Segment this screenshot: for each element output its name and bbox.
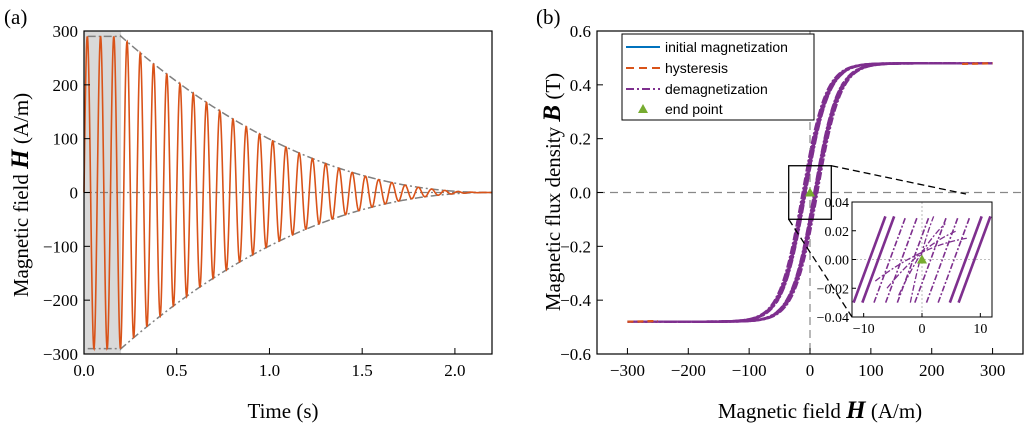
inset-y-tick-label: 0.02 — [825, 225, 850, 240]
inset-demag-branch — [884, 216, 919, 303]
y-tick-label: 0.4 — [570, 76, 592, 95]
panel-a-label: (a) — [4, 5, 27, 29]
envelope-lower — [87, 191, 492, 352]
zoom-connector-lower — [788, 218, 853, 318]
x-tick-label: −200 — [671, 361, 706, 380]
x-tick-label: 0 — [806, 361, 815, 380]
y-tick-label: −0.2 — [560, 237, 591, 256]
inset-y-ticks: −0.04 −0.02 0.00 0.02 0.04 — [817, 196, 856, 326]
y-tick-label: −0.4 — [560, 291, 591, 310]
y-tick-label: 300 — [53, 22, 79, 41]
x-tick-label: 100 — [858, 361, 884, 380]
hysteresis-tail-left — [627, 319, 658, 323]
panel-a-x-ticks: 0.0 0.5 1.0 1.5 2.0 — [73, 348, 466, 380]
x-tick-label: −300 — [610, 361, 645, 380]
inset-y-tick-label: 0.00 — [825, 254, 850, 269]
panel-b: (b) −300 −200 −100 0 100 200 300 −0.6−0.4−0.20… — [536, 5, 1024, 424]
demagnetization-loop-asc — [775, 81, 845, 314]
x-tick-label: 2.0 — [444, 361, 465, 380]
inset-demag-branch — [957, 215, 992, 304]
inset-y-tick-label: 0.04 — [825, 196, 850, 211]
legend-label-end-point: end point — [665, 101, 723, 117]
panel-a: (a) 0.0 0.5 1.0 1.5 2.0 −300 −200 −100 0 100 200 3… — [4, 5, 493, 423]
y-tick-label: 100 — [53, 130, 79, 149]
inset-demag-branch — [925, 216, 960, 303]
legend-label-demagnetization: demagnetization — [665, 81, 768, 97]
y-tick-label: 0.0 — [570, 184, 591, 203]
panel-b-y-axis-label: Magnetic flux density B (T) — [539, 73, 566, 311]
inset-demag-branch — [861, 215, 896, 304]
y-tick-label: −200 — [43, 291, 78, 310]
legend-label-initial-magnetization: initial magnetization — [665, 39, 788, 55]
x-tick-label: 200 — [919, 361, 945, 380]
panel-a-y-axis-label: Magnetic field H (A/m) — [7, 93, 34, 297]
x-tick-label: −100 — [732, 361, 767, 380]
inset-demag-branch — [937, 216, 971, 303]
legend-label-hysteresis: hysteresis — [665, 60, 728, 76]
x-tick-label: 300 — [980, 361, 1006, 380]
inset-x-tick-label: 10 — [973, 322, 987, 337]
inset-demag-branch — [873, 216, 907, 303]
y-tick-label: −0.6 — [560, 345, 591, 364]
panel-b-y-ticks: −0.6 −0.4 −0.2 0.0 0.2 0.4 0.6 — [560, 22, 603, 364]
panel-b-zoom-indicator — [788, 165, 967, 318]
x-tick-label: 0.5 — [166, 361, 187, 380]
zoom-box — [788, 165, 832, 220]
inset-end-point-marker — [917, 254, 927, 264]
inset-demag-branch — [852, 215, 887, 304]
panel-a-x-axis-label: Time (s) — [248, 399, 319, 423]
y-tick-label: 0 — [70, 184, 79, 203]
panel-b-hysteresis-loop — [627, 62, 993, 323]
y-tick-label: 200 — [53, 76, 79, 95]
inset-demag-arc — [874, 237, 969, 282]
panel-b-x-axis-label: Magnetic field H (A/m) — [718, 397, 922, 424]
inset-x-tick-label: −10 — [853, 322, 875, 337]
legend-box — [621, 33, 815, 121]
x-tick-label: 1.5 — [352, 361, 373, 380]
panel-b-label: (b) — [536, 5, 561, 29]
y-tick-label: −100 — [43, 237, 78, 256]
inset-curve-group — [852, 215, 992, 304]
inset-x-tick-label: 0 — [919, 322, 926, 337]
inset-y-tick-label: −0.02 — [817, 282, 849, 297]
panel-a-y-ticks: −300 −200 −100 0 100 200 300 — [43, 22, 90, 364]
y-tick-label: 0.6 — [570, 22, 591, 41]
y-tick-label: −300 — [43, 345, 78, 364]
x-tick-label: 0.0 — [73, 361, 94, 380]
panel-b-x-ticks: −300 −200 −100 0 100 200 300 — [610, 348, 1005, 380]
x-tick-label: 1.0 — [259, 361, 280, 380]
inset-demag-branch — [914, 216, 948, 303]
hysteresis-tail-right — [962, 62, 993, 66]
inset-y-tick-label: −0.04 — [817, 311, 849, 326]
demagnetization-loop-desc — [775, 71, 845, 304]
inset-curves — [852, 215, 992, 304]
inset-demag-branch — [948, 215, 983, 304]
signal-line — [83, 35, 492, 352]
y-tick-label: 0.2 — [570, 130, 591, 149]
inset-demag-arc — [886, 230, 958, 289]
envelope-upper — [87, 34, 492, 194]
panel-b-inset: −10 0 10 −0.04 −0.02 0.00 0.02 0.04 — [817, 196, 993, 337]
end-point-marker — [805, 187, 815, 197]
panel-b-legend: initial magnetization hysteresis demagne… — [621, 33, 815, 121]
panel-a-signal — [83, 35, 492, 352]
inset-x-ticks: −10 0 10 — [853, 313, 987, 337]
legend-swatch-end-point — [638, 104, 648, 113]
zoom-connector-upper — [831, 165, 967, 195]
